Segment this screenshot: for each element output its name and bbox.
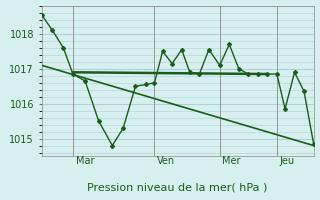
Text: Mer: Mer — [222, 156, 241, 166]
Text: Jeu: Jeu — [280, 156, 295, 166]
Text: Pression niveau de la mer( hPa ): Pression niveau de la mer( hPa ) — [87, 183, 268, 193]
Text: Ven: Ven — [157, 156, 175, 166]
Text: Mar: Mar — [76, 156, 94, 166]
